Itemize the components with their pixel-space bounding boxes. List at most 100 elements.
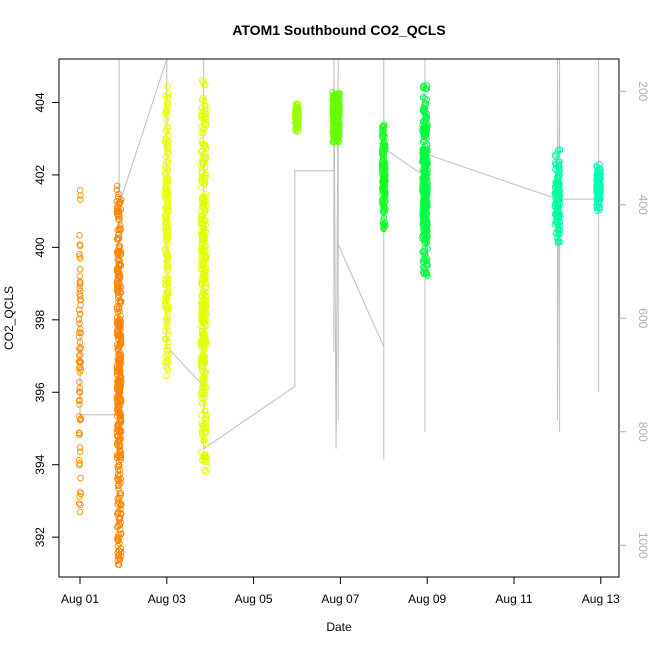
data-point: [200, 343, 208, 351]
data-point: [198, 260, 205, 268]
data-point: [77, 255, 84, 262]
data-point: [163, 237, 170, 245]
data-point: [202, 416, 210, 424]
data-point: [200, 97, 208, 105]
data-point: [116, 261, 123, 268]
data-point: [163, 184, 171, 192]
data-point: [420, 248, 427, 256]
data-point: [77, 287, 84, 295]
y-axis: 392 394 396 398 400 402 404: [33, 92, 59, 547]
data-point: [76, 369, 84, 376]
right-tick-label: 1000: [636, 532, 650, 559]
data-point: [75, 352, 83, 360]
data-point: [75, 429, 83, 436]
data-point: [202, 424, 210, 431]
data-point: [554, 239, 562, 247]
data-point: [422, 129, 429, 137]
data-point: [381, 183, 388, 190]
data-point: [419, 94, 427, 101]
data-point: [379, 127, 387, 134]
data-point: [116, 412, 123, 419]
data-point: [77, 351, 84, 359]
data-point: [117, 382, 124, 390]
data-point: [381, 178, 388, 186]
data-point: [292, 119, 300, 126]
data-point: [164, 347, 171, 355]
data-point: [114, 273, 122, 280]
data-point: [380, 209, 388, 217]
data-point: [77, 474, 84, 482]
data-point: [202, 414, 210, 421]
data-point: [198, 275, 205, 283]
data-point: [420, 167, 428, 174]
data-point: [113, 208, 121, 215]
data-point: [116, 446, 124, 454]
data-point: [424, 272, 431, 279]
x-tick-label: Aug 09: [408, 592, 446, 606]
data-point: [198, 306, 205, 313]
data-point: [202, 421, 209, 428]
data-point: [117, 251, 125, 258]
data-point: [554, 237, 562, 245]
data-point: [165, 306, 172, 313]
data-point: [202, 321, 210, 329]
data-point: [198, 212, 206, 219]
data-point: [197, 389, 205, 397]
data-point: [76, 444, 84, 451]
data-point: [117, 297, 125, 305]
data-point: [115, 325, 122, 333]
data-point: [202, 369, 210, 376]
data-point: [203, 454, 210, 462]
data-point: [115, 462, 122, 469]
data-point: [421, 107, 428, 115]
data-point: [77, 296, 85, 304]
data-point: [552, 166, 559, 173]
data-point: [201, 380, 208, 387]
data-point: [76, 384, 84, 392]
data-point: [422, 115, 429, 123]
x-tick-label: Aug 01: [61, 592, 99, 606]
data-point: [419, 211, 426, 218]
data-point: [553, 186, 561, 194]
data-point: [114, 384, 121, 391]
data-point: [202, 280, 210, 287]
data-point: [164, 252, 172, 259]
data-point: [116, 200, 124, 207]
data-point: [379, 200, 386, 208]
data-point: [334, 92, 341, 99]
data-point: [76, 389, 84, 396]
data-point: [162, 219, 170, 226]
data-point: [162, 162, 169, 169]
data-point: [117, 226, 124, 233]
data-point: [117, 492, 124, 499]
data-point: [199, 351, 206, 359]
data-point: [113, 303, 121, 311]
data-point: [197, 208, 205, 215]
data-point: [556, 180, 563, 187]
data-point: [114, 194, 122, 201]
y-tick-label: 392: [33, 527, 47, 547]
data-point: [202, 462, 210, 469]
data-point: [597, 185, 604, 193]
data-point: [164, 280, 172, 288]
data-point: [116, 216, 123, 224]
data-point: [380, 131, 387, 138]
data-point: [117, 289, 125, 296]
data-point: [75, 306, 83, 314]
data-point: [335, 137, 343, 145]
data-point: [76, 413, 83, 420]
data-point: [114, 207, 122, 214]
data-point: [77, 326, 84, 333]
data-point: [421, 266, 429, 274]
data-point: [294, 100, 302, 108]
data-point: [76, 333, 83, 340]
data-point: [114, 510, 121, 518]
data-point: [555, 173, 563, 181]
data-point: [115, 234, 123, 242]
data-point: [117, 374, 125, 381]
data-point: [77, 196, 84, 203]
data-point: [200, 81, 208, 89]
data-point: [114, 438, 122, 445]
data-point: [117, 501, 125, 509]
data-point: [116, 418, 123, 425]
